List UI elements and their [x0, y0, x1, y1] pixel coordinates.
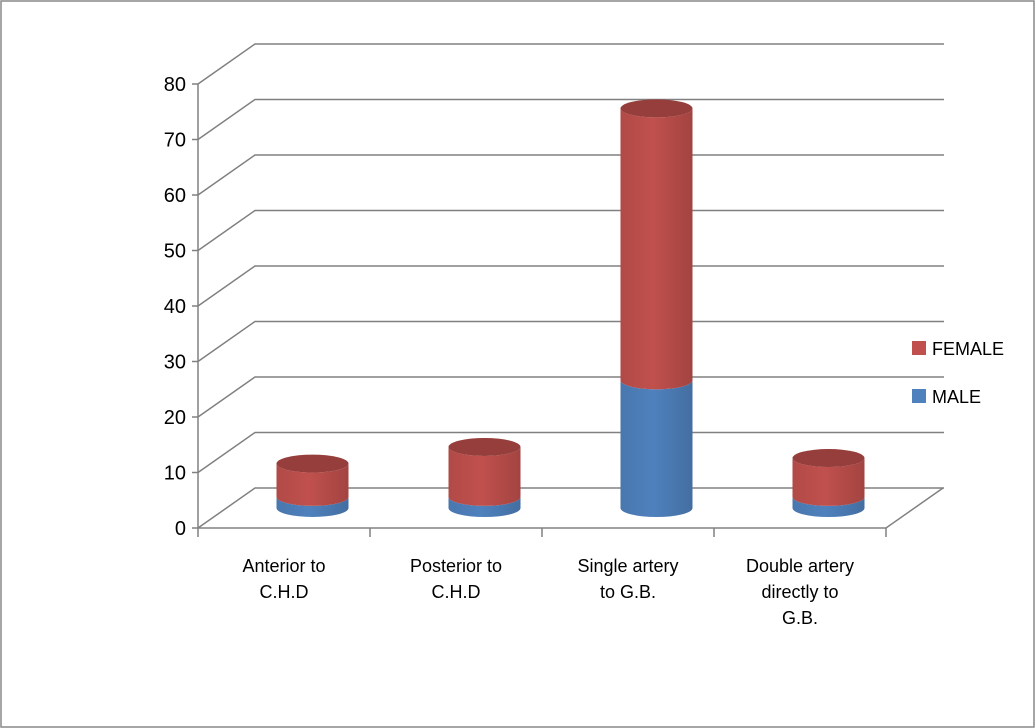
- x-category-label-line: directly to: [761, 582, 838, 602]
- gridline-0: [197, 487, 944, 529]
- x-category-label: Anterior to C.H.D: [242, 556, 325, 602]
- y-tick-label: 80: [164, 74, 186, 96]
- x-category-label-line: Anterior to: [242, 556, 325, 576]
- y-tick-label: 0: [175, 518, 186, 540]
- gridline-70: [197, 98, 944, 141]
- bar-body: [620, 380, 693, 517]
- x-category-label-line: Single artery: [577, 556, 678, 576]
- bar-body: [276, 496, 349, 517]
- x-category-label-line: G.B.: [782, 608, 818, 628]
- gridline-60: [197, 154, 944, 196]
- x-category-label: Posterior to C.H.D: [410, 556, 502, 602]
- bar-female-0: [276, 454, 349, 506]
- bar-female-3: [792, 449, 865, 506]
- grid-layer: [197, 43, 944, 529]
- legend-swatch-male: [912, 389, 926, 403]
- gridline-40: [197, 265, 944, 307]
- y-tick-label: 60: [164, 185, 186, 207]
- legend-layer: FEMALE MALE: [912, 339, 1004, 407]
- bar-female-1: [448, 437, 521, 506]
- x-category-label-line: Double artery: [746, 556, 854, 576]
- legend-label-male: MALE: [932, 387, 981, 407]
- gridline-10: [197, 431, 944, 474]
- y-tick-label: 30: [164, 352, 186, 374]
- bar-body: [448, 496, 521, 517]
- bar-top-cap: [620, 99, 693, 118]
- gridline-50: [197, 209, 944, 252]
- x-category-label-line: Posterior to: [410, 556, 502, 576]
- y-tick-label: 20: [164, 407, 186, 429]
- x-category-label: Double artery directly to G.B.: [746, 556, 854, 628]
- x-category-label-line: C.H.D: [260, 582, 309, 602]
- legend-swatch-female: [912, 341, 926, 355]
- gridline-80: [197, 43, 944, 85]
- x-category-label-line: C.H.D: [432, 582, 481, 602]
- y-tick-label: 40: [164, 296, 186, 318]
- bar-top-cap: [792, 449, 865, 468]
- gridline-20: [197, 376, 944, 418]
- bar-body: [276, 463, 349, 506]
- bar-male-0: [276, 496, 349, 517]
- y-tick-label: 10: [164, 463, 186, 485]
- x-category-label-line: to G.B.: [600, 582, 656, 602]
- bar-body: [792, 496, 865, 517]
- bar-female-2: [620, 99, 693, 390]
- bar-male-3: [792, 496, 865, 517]
- y-tick-label: 70: [164, 130, 186, 152]
- bar-body: [792, 458, 865, 506]
- legend-label-female: FEMALE: [932, 339, 1004, 359]
- bar-layer: [276, 99, 865, 517]
- bar-top-cap: [448, 437, 521, 456]
- bar-body: [620, 108, 693, 390]
- bar-male-1: [448, 496, 521, 517]
- bar-top-cap: [276, 454, 349, 473]
- axis-layer: [192, 83, 944, 537]
- gridline-30: [197, 320, 944, 363]
- bar-body: [448, 446, 521, 506]
- y-tick-label: 50: [164, 241, 186, 263]
- bar-male-2: [620, 380, 693, 517]
- x-category-label: Single artery to G.B.: [577, 556, 678, 602]
